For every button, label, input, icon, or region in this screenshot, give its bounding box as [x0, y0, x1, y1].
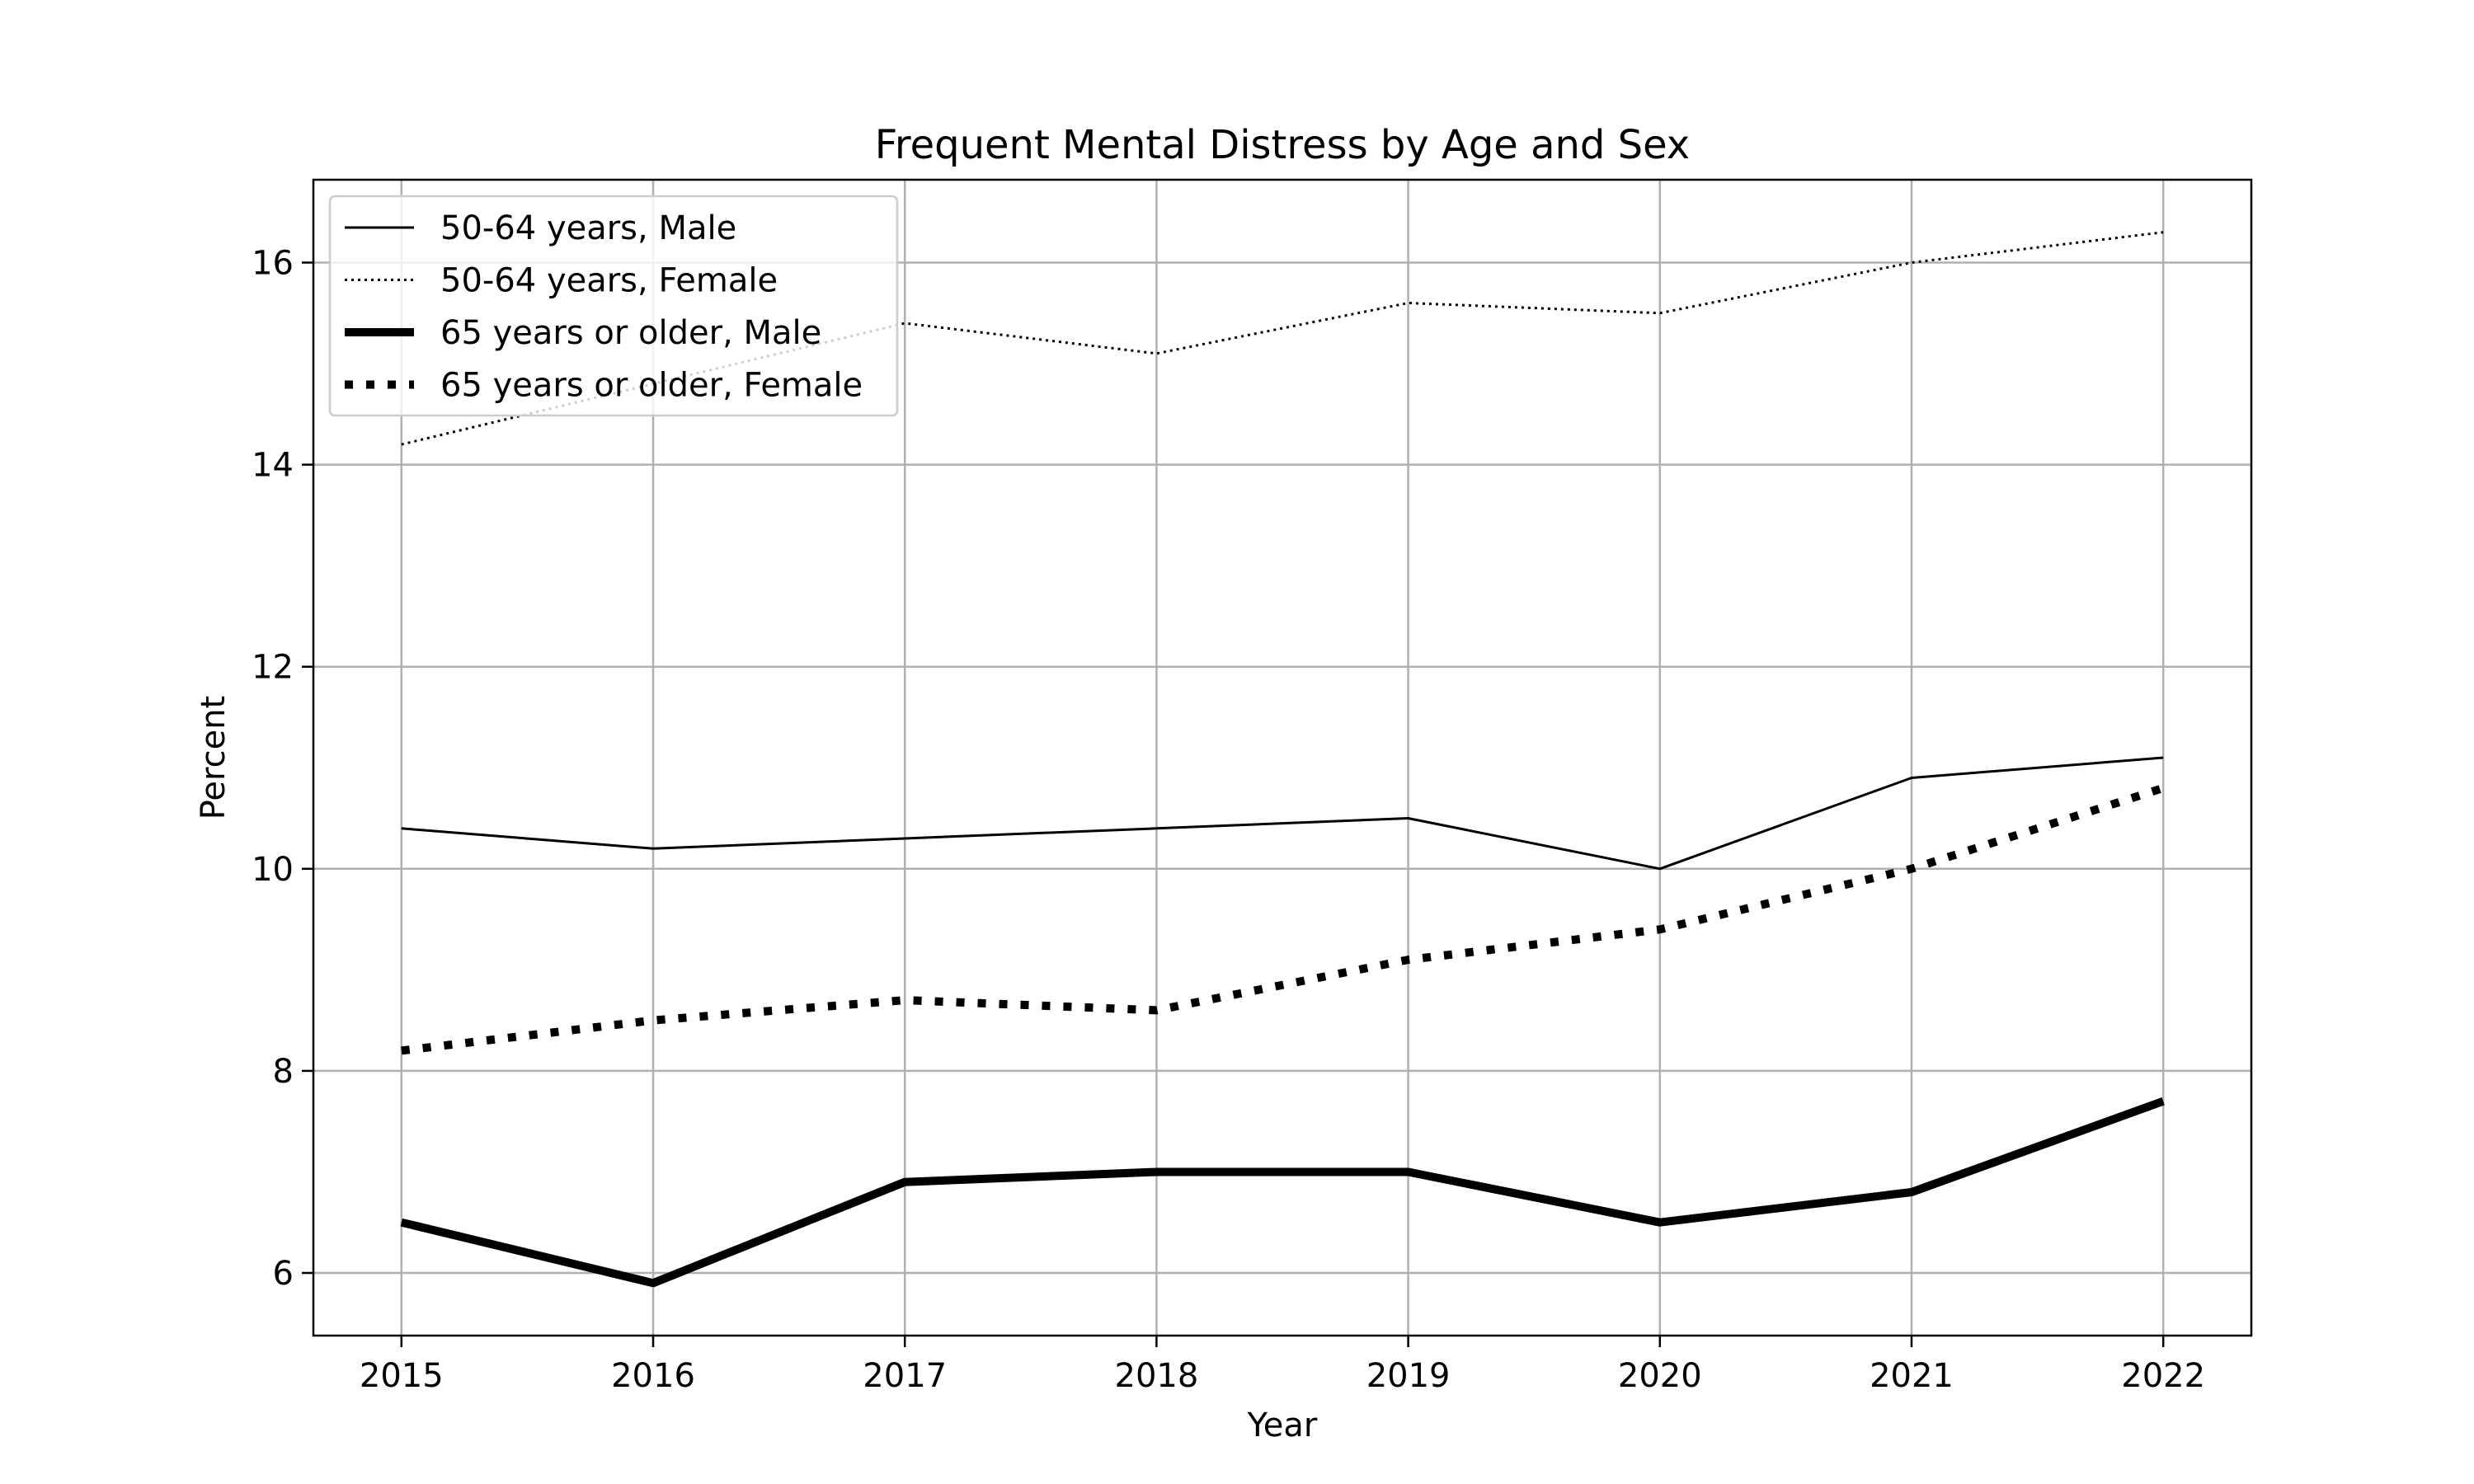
y-tick-label: 6: [273, 1255, 294, 1293]
legend: 50-64 years, Male 50-64 years, Female 65 y…: [328, 195, 899, 417]
y-tick-label: 14: [252, 447, 294, 485]
y-tick-label: 8: [273, 1053, 294, 1091]
legend-label: 50-64 years, Male: [440, 209, 736, 247]
y-tick-label: 12: [252, 649, 294, 687]
x-tick-label: 2022: [2121, 1357, 2205, 1395]
y-tick-label: 10: [252, 851, 294, 889]
x-tick-label: 2017: [863, 1357, 947, 1395]
legend-label: 65 years or older, Male: [440, 314, 821, 352]
legend-box: [328, 195, 899, 417]
legend-label: 50-64 years, Female: [440, 262, 778, 300]
y-axis-label: Percent: [195, 696, 233, 820]
x-tick-label: 2020: [1618, 1357, 1702, 1395]
x-tick-label: 2015: [360, 1357, 444, 1395]
x-tick-label: 2019: [1366, 1357, 1451, 1395]
y-tick-label: 16: [252, 244, 294, 282]
chart-title: Frequent Mental Distress by Age and Sex: [875, 122, 1690, 168]
grid: [313, 180, 2251, 1336]
series-line-2: [401, 231, 2164, 446]
series-line-1: [401, 756, 2164, 871]
x-tick-label: 2016: [611, 1357, 695, 1395]
x-tick-label: 2021: [1870, 1357, 1954, 1395]
series-line-4: [401, 784, 2165, 1055]
axis-ticks: 2015 2016 2017 2018 2019 2020 2021 2022 6 8 10 12 14…: [252, 244, 2205, 1395]
series-line-3: [400, 1097, 2165, 1288]
legend-label: 65 years or older, Female: [440, 367, 863, 405]
series-lines: [400, 231, 2165, 1288]
x-tick-label: 2018: [1115, 1357, 1199, 1395]
plot-area-frame: [312, 178, 2253, 1337]
x-axis-label: Year: [1247, 1407, 1318, 1444]
